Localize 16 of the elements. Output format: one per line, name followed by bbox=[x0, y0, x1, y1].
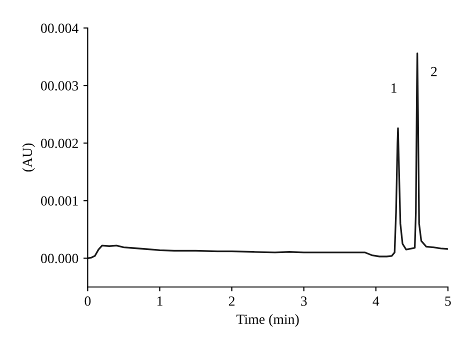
x-axis-title: Time (min) bbox=[236, 314, 299, 327]
annotation: 2 bbox=[431, 66, 437, 76]
y-axis-title: (AU) bbox=[22, 143, 35, 172]
y-tick-label: 00.002 bbox=[40, 138, 78, 148]
y-tick-label: 00.000 bbox=[40, 254, 78, 264]
x-tick-label: 3 bbox=[301, 296, 307, 306]
x-tick-label: 2 bbox=[228, 296, 234, 306]
x-tick-label: 0 bbox=[84, 296, 91, 306]
y-tick-label: 00.004 bbox=[40, 24, 78, 34]
y-tick-label: 00.001 bbox=[40, 196, 78, 206]
x-tick-label: 5 bbox=[445, 296, 451, 306]
x-tick-label: 4 bbox=[372, 296, 380, 306]
y-tick-label: 00.003 bbox=[40, 81, 78, 91]
x-tick-label: 1 bbox=[157, 296, 162, 306]
line-series bbox=[88, 52, 448, 260]
annotation: 1 bbox=[392, 83, 396, 93]
